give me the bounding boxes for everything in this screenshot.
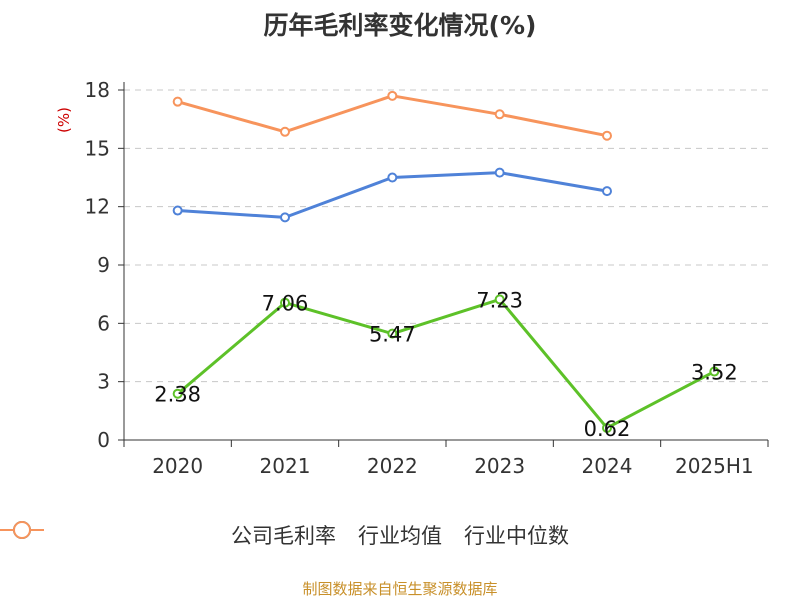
data-source-note: 制图数据来自恒生聚源数据库: [302, 580, 498, 598]
data-point[interactable]: [387, 328, 398, 339]
chart-legend: 公司毛利率 行业均值 行业中位数: [0, 520, 800, 550]
data-label: 2.38: [154, 383, 201, 407]
data-label: 5.47: [369, 323, 416, 347]
x-tick-label: 2023: [474, 454, 525, 478]
series-line: [177, 94, 608, 138]
y-tick-label: 3: [97, 370, 110, 394]
y-tick-label: 9: [97, 253, 110, 277]
x-tick-label: 2020: [152, 454, 203, 478]
x-tick-label: 2021: [260, 454, 311, 478]
series-line: [176, 297, 716, 430]
x-tick-label: 2024: [582, 454, 633, 478]
data-point[interactable]: [172, 205, 183, 216]
legend-item-company-margin[interactable]: 公司毛利率: [0, 520, 336, 550]
data-label: 7.06: [262, 292, 309, 316]
data-point[interactable]: [280, 126, 290, 137]
data-point[interactable]: [172, 388, 183, 399]
legend-label: 行业均值: [358, 524, 442, 548]
data-label: 0.62: [584, 417, 631, 441]
data-point[interactable]: [280, 212, 290, 223]
data-point[interactable]: [494, 294, 505, 305]
data-point[interactable]: [602, 422, 612, 433]
y-tick-label: 15: [85, 136, 110, 160]
data-point[interactable]: [387, 90, 398, 101]
legend-line-circle-icon: [0, 521, 44, 539]
x-tick-label: 2022: [367, 454, 418, 478]
data-point[interactable]: [494, 109, 505, 120]
y-tick-label: 18: [85, 78, 110, 102]
data-point[interactable]: [172, 96, 183, 107]
data-point[interactable]: [709, 366, 720, 377]
x-tick-label: 2025H1: [675, 454, 754, 478]
chart-title: 历年毛利率变化情况(%): [263, 11, 537, 40]
data-label: 3.52: [691, 361, 738, 385]
y-tick-label: 0: [97, 428, 110, 452]
data-point[interactable]: [494, 167, 505, 178]
legend-item-industry-median[interactable]: 行业中位数: [0, 520, 569, 550]
data-label: 7.23: [476, 288, 523, 312]
data-point[interactable]: [387, 172, 398, 183]
legend-label: 行业中位数: [464, 524, 569, 548]
legend-label: 公司毛利率: [231, 524, 336, 548]
data-point[interactable]: [280, 297, 290, 308]
legend-item-industry-mean[interactable]: 行业均值: [0, 520, 442, 550]
y-tick-label: 12: [85, 195, 110, 219]
data-point[interactable]: [602, 186, 612, 197]
y-tick-label: 6: [97, 311, 110, 335]
data-point[interactable]: [602, 130, 612, 141]
